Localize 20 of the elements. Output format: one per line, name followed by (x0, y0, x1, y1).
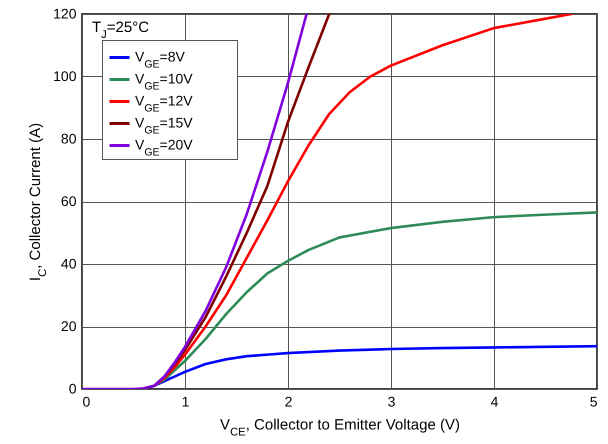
x-tick-label: 2 (284, 394, 293, 410)
legend-label: V$_{GE}$=12V (135, 92, 194, 114)
x-axis-title: V$_{CE}$, Collector to Emitter Voltage (V) (220, 416, 460, 438)
legend-label: V$_{GE}$=10V (135, 70, 194, 92)
x-tick-label: 4 (490, 394, 499, 410)
y-tick-label: 40 (60, 256, 77, 272)
y-tick-label: 20 (60, 318, 77, 334)
y-tick-label: 120 (53, 6, 77, 22)
x-tick-label: 1 (182, 394, 190, 410)
y-tick-label: 100 (53, 68, 77, 84)
x-tick-label: 0 (82, 394, 90, 410)
legend-label: V$_{GE}$=8V (135, 48, 186, 70)
y-tick-label: 60 (60, 193, 77, 209)
legend-label: V$_{GE}$=15V (135, 114, 194, 136)
y-tick-label: 80 (60, 130, 77, 146)
x-tick-label: 5 (590, 394, 598, 410)
x-tick-label: 3 (388, 394, 396, 410)
annotation: T$_{J}$=25°C (92, 19, 150, 41)
legend-label: V$_{GE}$=20V (135, 136, 194, 158)
y-tick-label: 0 (68, 380, 77, 396)
